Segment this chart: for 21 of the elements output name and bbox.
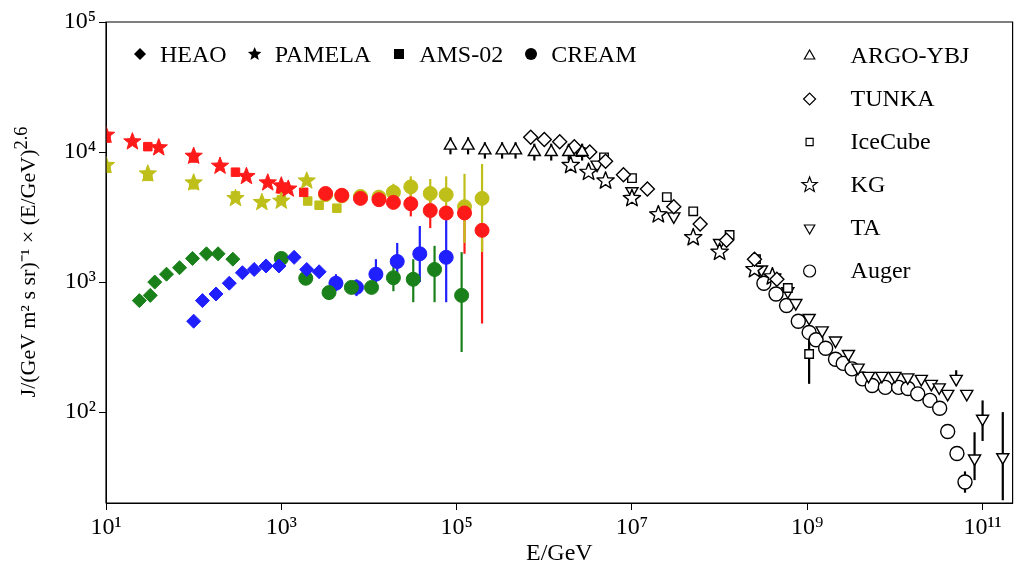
legend-label: IceCube [850, 128, 931, 155]
y-tick-label: 10² [64, 397, 96, 424]
y-tick-label: 10⁴ [63, 137, 96, 164]
y-tick-label: 10³ [64, 267, 96, 294]
legend-label: KG [850, 171, 886, 198]
annotation: AMS-02 [419, 40, 504, 69]
x-tick-label: 10¹¹ [963, 512, 1002, 539]
legend-label: ARGO-YBJ [850, 42, 970, 69]
annotation: CREAM [551, 40, 637, 69]
x-tick-label: 10⁷ [615, 512, 649, 539]
x-tick-label: 10⁹ [791, 512, 824, 539]
x-axis-title: E/GeV [525, 538, 594, 565]
annotation: HEAO [160, 40, 227, 69]
annotation: PAMELA [274, 40, 372, 69]
x-tick-label: 10¹ [90, 512, 122, 539]
legend-label: TA [850, 214, 882, 241]
legend-label: TUNKA [850, 85, 936, 112]
y-tick-label: 10⁵ [63, 7, 96, 34]
x-tick-label: 10⁵ [440, 512, 473, 539]
legend-label: Auger [850, 257, 911, 284]
x-tick-label: 10³ [265, 512, 297, 539]
